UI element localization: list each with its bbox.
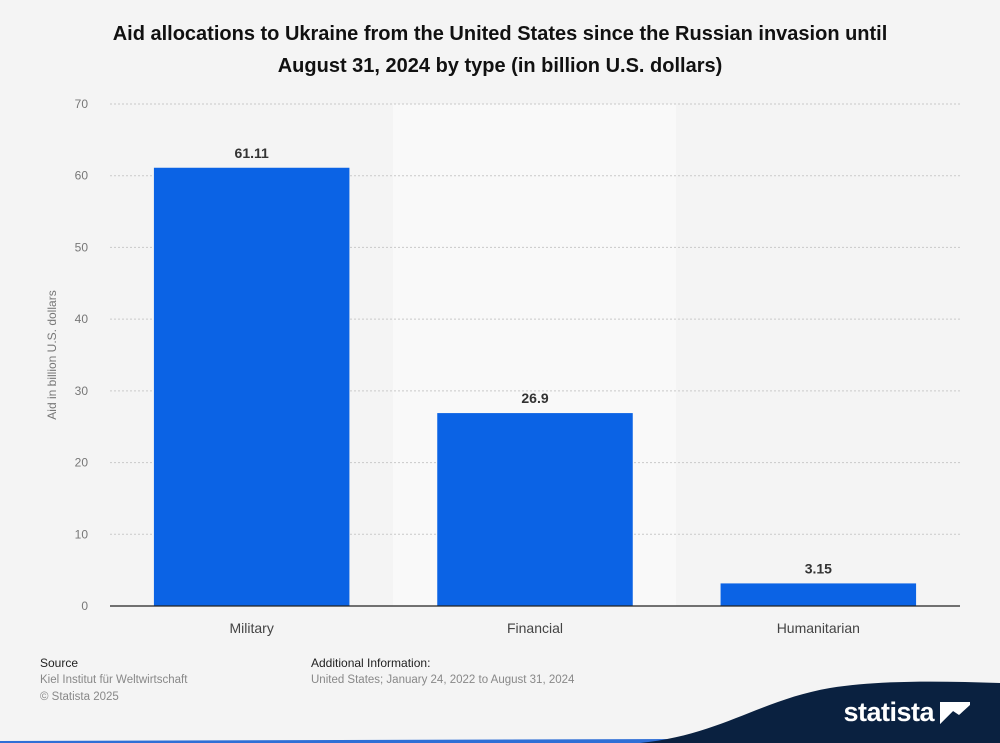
source-block: Source Kiel Institut für Weltwirtschaft … (40, 655, 187, 706)
statista-logo-text: statista (843, 697, 934, 727)
y-tick-label: 70 (75, 97, 89, 111)
bar-humanitarian[interactable] (720, 583, 917, 606)
additional-info-heading: Additional Information: (311, 656, 431, 670)
x-tick-label: Military (229, 620, 273, 636)
x-tick-label: Humanitarian (777, 620, 860, 636)
bar-chart: 0 10 20 30 40 50 60 70 Aid in billion U.S. doll… (45, 97, 960, 636)
y-tick-label: 30 (75, 384, 89, 398)
bar-financial[interactable] (437, 413, 633, 606)
chart-title-line-2: August 31, 2024 by type (in billion U.S.… (277, 55, 723, 77)
bar-value-label: 26.9 (521, 390, 548, 406)
copyright: © Statista 2025 (40, 691, 119, 703)
bar-military[interactable] (153, 167, 350, 606)
additional-info-block: Additional Information: United States; J… (311, 655, 574, 689)
y-tick-label: 50 (75, 240, 89, 254)
x-tick-label: Financial (507, 620, 563, 636)
statista-logo[interactable]: statista (843, 697, 970, 728)
source-name: Kiel Institut für Weltwirtschaft (40, 674, 188, 686)
chart-title-line-1: Aid allocations to Ukraine from the Unit… (112, 23, 888, 45)
bars: 61.11 26.9 3.15 (153, 145, 917, 606)
y-tick-label: 10 (75, 527, 89, 541)
y-tick-label: 60 (75, 169, 89, 183)
bar-value-label: 61.11 (235, 145, 269, 161)
y-axis-ticks: 0 10 20 30 40 50 60 70 (75, 97, 89, 613)
chart-title: Aid allocations to Ukraine from the Unit… (40, 18, 960, 82)
additional-info-text: United States; January 24, 2022 to Augus… (311, 674, 575, 686)
y-tick-label: 40 (75, 312, 89, 326)
source-heading: Source (40, 656, 79, 670)
bar-value-label: 3.15 (805, 560, 832, 576)
statista-logo-icon (940, 701, 970, 724)
y-axis-label: Aid in billion U.S. dollars (45, 290, 59, 419)
x-axis-ticks: Military Financial Humanitarian (229, 620, 859, 636)
brand-banner-shape (640, 681, 1000, 743)
y-tick-label: 0 (81, 599, 88, 613)
y-tick-label: 20 (75, 456, 89, 470)
